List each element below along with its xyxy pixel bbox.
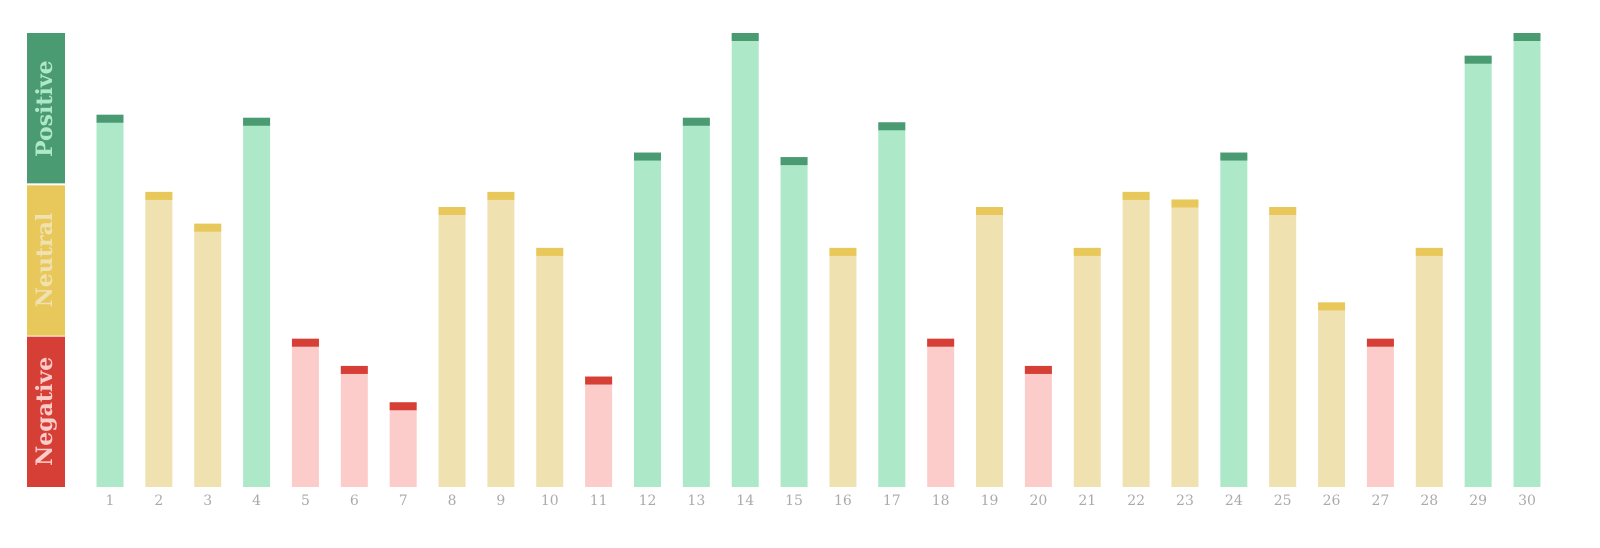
x-tick-label: 7 bbox=[399, 493, 408, 509]
bar-cap bbox=[1366, 338, 1394, 347]
bar-cap bbox=[1269, 207, 1297, 216]
bar bbox=[682, 117, 710, 487]
bar-cap bbox=[682, 117, 710, 126]
x-tick-label: 30 bbox=[1518, 493, 1536, 509]
bar bbox=[487, 191, 515, 487]
x-tick-label: 25 bbox=[1274, 493, 1292, 509]
band-label: Negative bbox=[32, 357, 58, 466]
x-tick-label: 15 bbox=[785, 493, 803, 509]
bar-cap bbox=[340, 365, 368, 374]
bar bbox=[1269, 207, 1297, 488]
x-tick-label: 23 bbox=[1176, 493, 1194, 509]
bar bbox=[536, 247, 564, 487]
x-tick-label: 18 bbox=[932, 493, 950, 509]
x-tick-label: 3 bbox=[203, 493, 212, 509]
x-tick-label: 12 bbox=[639, 493, 657, 509]
bar-cap bbox=[585, 376, 613, 385]
band-label: Positive bbox=[32, 60, 58, 157]
bar bbox=[829, 247, 857, 487]
x-tick-label: 10 bbox=[541, 493, 559, 509]
bar bbox=[1513, 33, 1541, 487]
bar bbox=[1220, 152, 1248, 487]
bar-cap bbox=[1513, 33, 1541, 41]
bar bbox=[1122, 191, 1150, 487]
bar bbox=[145, 191, 173, 487]
x-tick-label: 14 bbox=[736, 493, 754, 509]
bar-cap bbox=[829, 247, 857, 256]
bar-cap bbox=[438, 207, 466, 216]
bar bbox=[389, 402, 417, 487]
x-tick-label: 17 bbox=[883, 493, 901, 509]
x-tick-label: 1 bbox=[106, 493, 115, 509]
x-tick-label: 4 bbox=[252, 493, 261, 509]
bar-cap bbox=[243, 117, 271, 126]
bar bbox=[243, 117, 271, 487]
x-tick-label: 9 bbox=[496, 493, 505, 509]
sentiment-band bbox=[27, 33, 65, 184]
bar bbox=[1171, 199, 1199, 487]
bar bbox=[633, 152, 661, 487]
x-tick-label: 26 bbox=[1323, 493, 1341, 509]
bar bbox=[438, 207, 466, 488]
x-tick-label: 11 bbox=[590, 493, 608, 509]
bar-cap bbox=[536, 247, 564, 256]
sentiment-band bbox=[27, 185, 65, 336]
x-tick-label: 29 bbox=[1469, 493, 1487, 509]
bar-cap bbox=[1171, 199, 1199, 208]
bar bbox=[1318, 302, 1346, 487]
bar-cap bbox=[878, 122, 906, 131]
bar-cap bbox=[145, 191, 173, 200]
bar-cap bbox=[1220, 152, 1248, 161]
bar-cap bbox=[1318, 302, 1346, 311]
bar-cap bbox=[1415, 247, 1443, 256]
x-tick-label: 5 bbox=[301, 493, 310, 509]
x-tick-label: 2 bbox=[154, 493, 163, 509]
x-tick-label: 16 bbox=[834, 493, 852, 509]
bar-cap bbox=[389, 402, 417, 411]
bar-cap bbox=[976, 207, 1004, 216]
bar bbox=[731, 33, 759, 487]
bar bbox=[340, 365, 368, 487]
x-tick-label: 21 bbox=[1078, 493, 1096, 509]
bar bbox=[1024, 365, 1052, 487]
bar-cap bbox=[1073, 247, 1101, 256]
bar bbox=[1366, 338, 1394, 487]
bar-cap bbox=[633, 152, 661, 161]
bar-cap bbox=[1024, 365, 1052, 374]
x-tick-label: 19 bbox=[981, 493, 999, 509]
x-tick-label: 8 bbox=[448, 493, 457, 509]
bar bbox=[1073, 247, 1101, 487]
sentiment-band bbox=[27, 336, 65, 487]
bar bbox=[585, 376, 613, 487]
x-tick-label: 13 bbox=[687, 493, 705, 509]
bar bbox=[927, 338, 955, 487]
x-tick-label: 27 bbox=[1371, 493, 1389, 509]
x-tick-label: 6 bbox=[350, 493, 359, 509]
bar-cap bbox=[291, 338, 319, 347]
bar bbox=[1415, 247, 1443, 487]
bar-cap bbox=[731, 33, 759, 41]
bar bbox=[780, 157, 808, 488]
bar bbox=[194, 223, 222, 487]
bar-cap bbox=[927, 338, 955, 347]
bar-cap bbox=[194, 223, 222, 232]
bar-cap bbox=[780, 157, 808, 166]
bar bbox=[96, 114, 124, 487]
x-tick-label: 28 bbox=[1420, 493, 1438, 509]
bar-cap bbox=[1464, 55, 1492, 64]
bar bbox=[291, 338, 319, 487]
bar bbox=[976, 207, 1004, 488]
band-label: Neutral bbox=[32, 213, 58, 307]
bar-cap bbox=[96, 114, 124, 123]
bar-cap bbox=[487, 191, 515, 200]
x-tick-label: 20 bbox=[1029, 493, 1047, 509]
x-tick-label: 22 bbox=[1127, 493, 1145, 509]
bar-cap bbox=[1122, 191, 1150, 200]
bar bbox=[878, 122, 906, 487]
x-tick-label: 24 bbox=[1225, 493, 1243, 509]
bar bbox=[1464, 55, 1492, 487]
